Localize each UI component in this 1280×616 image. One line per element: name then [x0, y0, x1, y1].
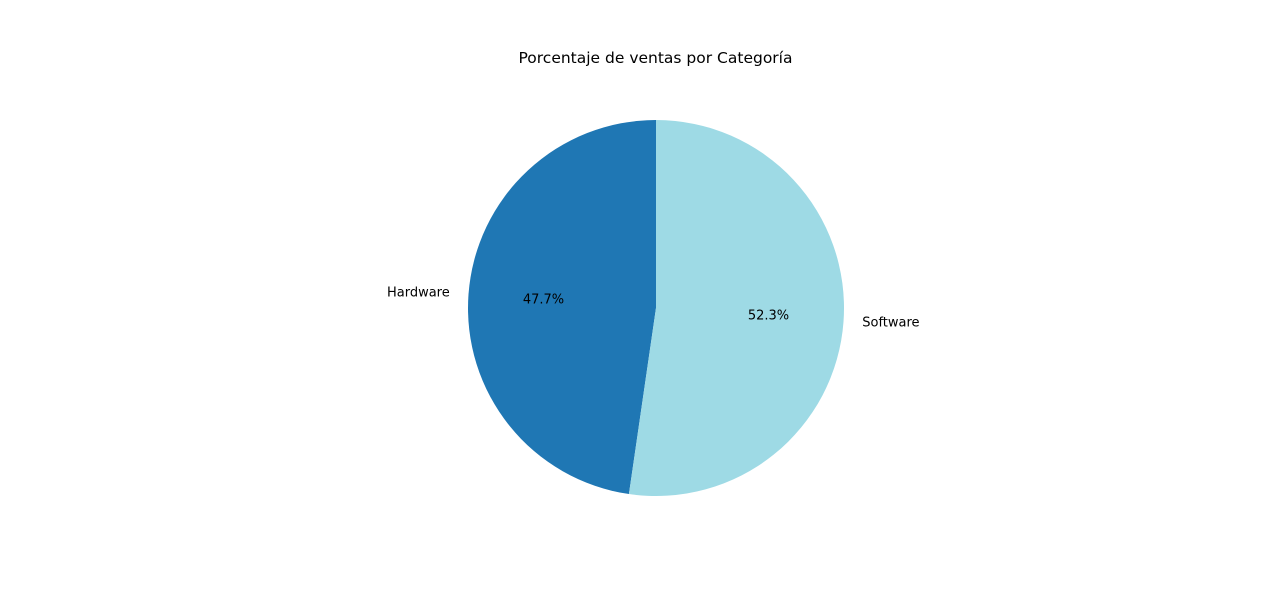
pie-category-label-hardware: Hardware [387, 286, 450, 301]
pie-value-label-hardware: 47.7% [523, 292, 564, 307]
chart-title: Porcentaje de ventas por Categoría [518, 49, 793, 67]
pie-category-label-software: Software [862, 315, 919, 330]
pie-value-label-software: 52.3% [748, 309, 789, 324]
pie-slice-hardware [468, 120, 656, 495]
pie-slice-software [628, 119, 845, 496]
